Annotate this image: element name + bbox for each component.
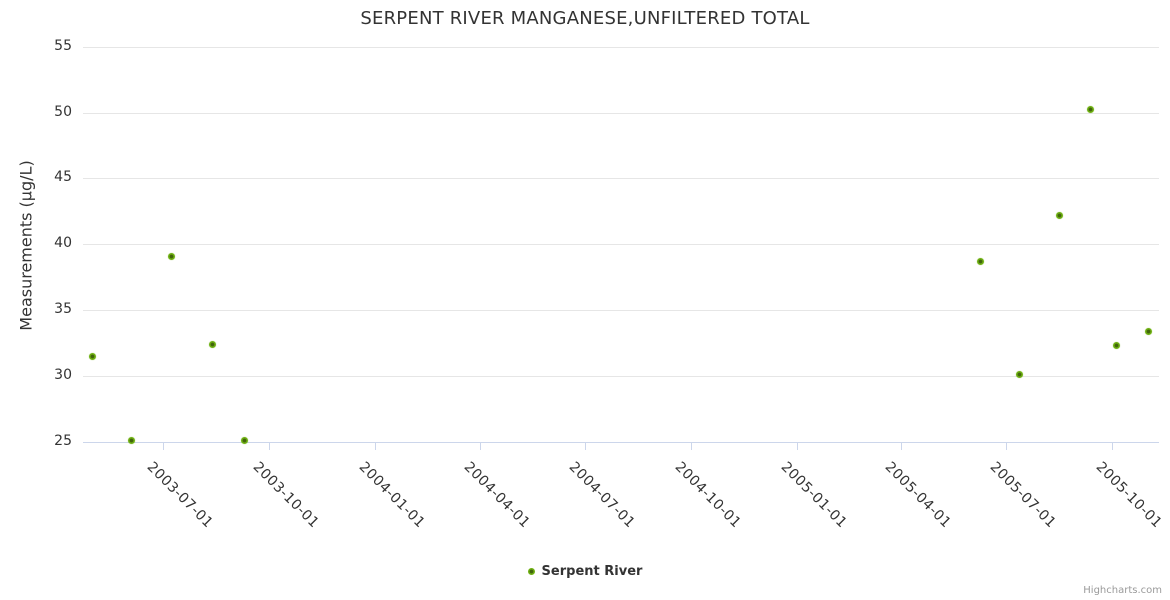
chart-title: SERPENT RIVER MANGANESE,UNFILTERED TOTAL	[360, 8, 810, 29]
data-point[interactable]	[1087, 106, 1095, 114]
x-axis-tick	[374, 442, 376, 450]
data-point[interactable]	[1056, 211, 1064, 219]
legend: Serpent River	[0, 561, 1170, 581]
data-point[interactable]	[1145, 327, 1153, 335]
x-axis-tick	[268, 442, 270, 450]
data-point[interactable]	[168, 252, 176, 260]
y-gridline	[83, 178, 1159, 180]
y-gridline	[83, 375, 1159, 377]
y-gridline	[83, 310, 1159, 312]
y-gridline	[83, 46, 1159, 48]
data-point[interactable]	[1112, 342, 1120, 350]
x-axis-tick	[162, 442, 164, 450]
y-gridline	[83, 244, 1159, 246]
x-axis-tick	[690, 442, 692, 450]
data-point[interactable]	[240, 436, 248, 444]
y-axis-label: 40	[54, 235, 72, 252]
x-axis-label: 2005-10-01	[1092, 459, 1165, 532]
y-gridline	[83, 112, 1159, 114]
legend-item-serpent-river[interactable]: Serpent River	[527, 563, 643, 579]
x-axis-tick	[900, 442, 902, 450]
x-axis-tick	[1111, 442, 1113, 450]
y-axis-label: 45	[54, 169, 72, 186]
x-axis-label: 2004-10-01	[671, 459, 744, 532]
x-axis-tick	[479, 442, 481, 450]
x-axis-label: 2003-07-01	[143, 459, 216, 532]
data-point[interactable]	[1015, 371, 1023, 379]
x-axis-tick	[1005, 442, 1007, 450]
credits-link[interactable]: Highcharts.com	[1083, 585, 1162, 596]
x-axis-label: 2005-04-01	[881, 459, 954, 532]
y-axis-label: 55	[54, 37, 72, 54]
y-axis-label: 35	[54, 301, 72, 318]
x-axis-tick	[796, 442, 798, 450]
x-axis-line	[83, 441, 1159, 443]
data-point[interactable]	[976, 257, 984, 265]
x-axis-tick	[584, 442, 586, 450]
data-point[interactable]	[88, 352, 96, 360]
y-axis-label: 25	[54, 432, 72, 449]
x-axis-label: 2004-07-01	[565, 459, 638, 532]
series-marker-icon	[527, 567, 535, 575]
data-point[interactable]	[127, 436, 135, 444]
data-point[interactable]	[208, 340, 216, 348]
y-axis-label: 50	[54, 103, 72, 120]
y-axis-label: 30	[54, 366, 72, 383]
x-axis-label: 2004-01-01	[355, 459, 428, 532]
x-axis-label: 2003-10-01	[249, 459, 322, 532]
x-axis-label: 2005-07-01	[986, 459, 1059, 532]
x-axis-label: 2004-04-01	[460, 459, 533, 532]
x-axis-label: 2005-01-01	[777, 459, 850, 532]
legend-series-label: Serpent River	[541, 563, 643, 579]
